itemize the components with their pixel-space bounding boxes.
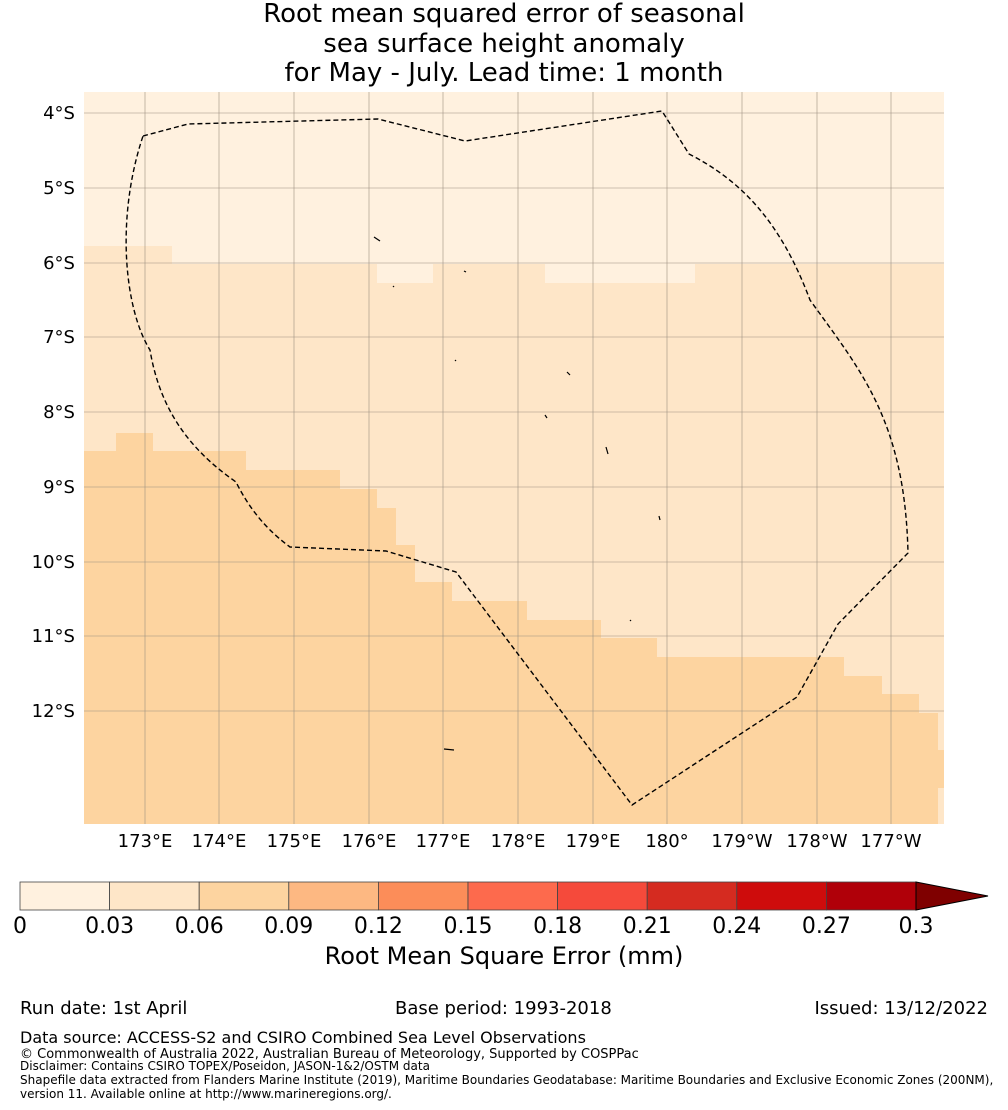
lon-tick-label: 179°W	[711, 831, 772, 852]
base-period: Base period: 1993-2018	[395, 998, 612, 1019]
latitude-labels: 4°S 5°S 6°S 7°S 8°S 9°S 10°S 11°S 12°S	[32, 103, 75, 722]
lon-tick-label: 175°E	[267, 831, 322, 852]
rmse-cell	[377, 264, 433, 283]
issued-date: Issued: 13/12/2022	[814, 998, 988, 1019]
rmse-cell	[527, 620, 601, 824]
title-line-1: Root mean squared error of seasonal	[263, 0, 745, 29]
data-source: Data source: ACCESS-S2 and CSIRO Combine…	[20, 1028, 586, 1047]
longitude-labels: 173°E 174°E 175°E 176°E 177°E 178°E 179°E 180° 1…	[118, 831, 922, 852]
map-title: Root mean squared error of seasonal sea …	[0, 0, 1008, 89]
lon-tick-label: 177°E	[416, 831, 471, 852]
eez-boundary	[125, 110, 909, 806]
rmse-cell	[657, 657, 844, 824]
rmse-cell	[844, 676, 882, 824]
rmse-field	[84, 92, 944, 824]
colorbar-tick-label: 0.12	[354, 914, 403, 939]
colorbar-tick-label: 0.27	[802, 914, 851, 939]
colorbar-tick-label: 0.21	[623, 914, 672, 939]
colorbar-tick-label: 0.24	[712, 914, 761, 939]
rmse-cell	[246, 470, 340, 824]
island	[658, 515, 661, 521]
colorbar-swatch	[109, 881, 200, 911]
colorbar-swatch	[467, 881, 558, 911]
lat-tick-label: 10°S	[32, 552, 75, 573]
rmse-cell	[153, 451, 246, 824]
island	[373, 236, 381, 242]
island	[544, 414, 548, 419]
rmse-cell	[172, 246, 944, 264]
rmse-cell	[938, 750, 944, 788]
lat-tick-label: 6°S	[43, 253, 75, 274]
island	[463, 270, 467, 273]
colorbar-swatch	[288, 881, 379, 911]
island	[392, 285, 395, 288]
colorbar-tick-label: 0	[13, 914, 27, 939]
colorbar-tick-label: 0.09	[264, 914, 313, 939]
rmse-cell	[340, 489, 377, 824]
rmse-cell	[919, 713, 938, 824]
rmse-cell	[84, 451, 116, 824]
colorbar-swatch	[198, 881, 290, 911]
rmse-cell	[377, 508, 396, 824]
colorbar-extend-arrow	[915, 881, 989, 911]
lon-tick-label: 180°	[645, 831, 688, 852]
colorbar-swatch	[826, 881, 917, 911]
lat-tick-label: 8°S	[43, 402, 75, 423]
rmse-cell	[84, 92, 944, 246]
title-line-3: for May - July. Lead time: 1 month	[284, 58, 724, 88]
run-date: Run date: 1st April	[20, 998, 188, 1019]
colorbar-swatch	[557, 881, 648, 911]
lon-tick-label: 173°E	[118, 831, 173, 852]
rmse-cell	[601, 638, 657, 824]
copyright: © Commonwealth of Australia 2022, Austra…	[20, 1047, 639, 1062]
lon-tick-label: 179°E	[566, 831, 621, 852]
lon-tick-label: 174°E	[192, 831, 247, 852]
lon-tick-label: 178°E	[491, 831, 546, 852]
colorbar-swatch	[736, 881, 827, 911]
colorbar-label: Root Mean Square Error (mm)	[324, 942, 684, 970]
title-line-2: sea surface height anomaly	[323, 28, 685, 59]
colorbar-swatch	[19, 881, 110, 911]
island	[443, 748, 455, 751]
map-panel: 4°S 5°S 6°S 7°S 8°S 9°S 10°S 11°S 12°S 173°E 174°…	[32, 92, 944, 852]
lon-tick-label: 176°E	[342, 831, 397, 852]
colorbar-swatches	[19, 881, 917, 911]
colorbar-tick-label: 0.06	[175, 914, 224, 939]
island	[605, 446, 609, 455]
rmse-cell	[116, 433, 153, 824]
islands	[373, 236, 661, 751]
lat-tick-label: 5°S	[43, 178, 75, 199]
disclaimer: Disclaimer: Contains CSIRO TOPEX/Poseido…	[20, 1059, 430, 1073]
lon-tick-label: 177°W	[860, 831, 921, 852]
rmse-cell	[415, 582, 452, 824]
island	[566, 371, 571, 376]
colorbar-tick-label: 0.15	[444, 914, 493, 939]
graticule	[84, 92, 944, 824]
rmse-cell	[396, 545, 415, 824]
colorbar-tick-label: 0.18	[533, 914, 582, 939]
lat-tick-label: 4°S	[43, 103, 75, 124]
rmse-cell	[545, 264, 695, 283]
colorbar-swatch	[377, 881, 469, 911]
shapefile-version: version 11. Available online at http://w…	[20, 1087, 392, 1101]
colorbar-tick-labels: 0 0.03 0.06 0.09 0.12 0.15 0.18 0.21 0.24 0.27 0.3	[13, 914, 934, 939]
rmse-cell	[452, 601, 527, 824]
rmse-cell	[882, 694, 919, 824]
lat-tick-label: 11°S	[32, 626, 75, 647]
colorbar: 0 0.03 0.06 0.09 0.12 0.15 0.18 0.21 0.24 0.27 0.3	[13, 881, 989, 939]
colorbar-swatch	[646, 881, 738, 911]
lat-tick-label: 9°S	[43, 477, 75, 498]
island	[454, 359, 457, 362]
colorbar-tick-label: 0.3	[899, 914, 934, 939]
lon-tick-label: 178°W	[786, 831, 847, 852]
colorbar-tick-label: 0.03	[85, 914, 134, 939]
lat-tick-label: 7°S	[43, 327, 75, 348]
shapefile-credit: Shapefile data extracted from Flanders M…	[20, 1073, 994, 1087]
lat-tick-label: 12°S	[32, 701, 75, 722]
island	[629, 619, 632, 622]
